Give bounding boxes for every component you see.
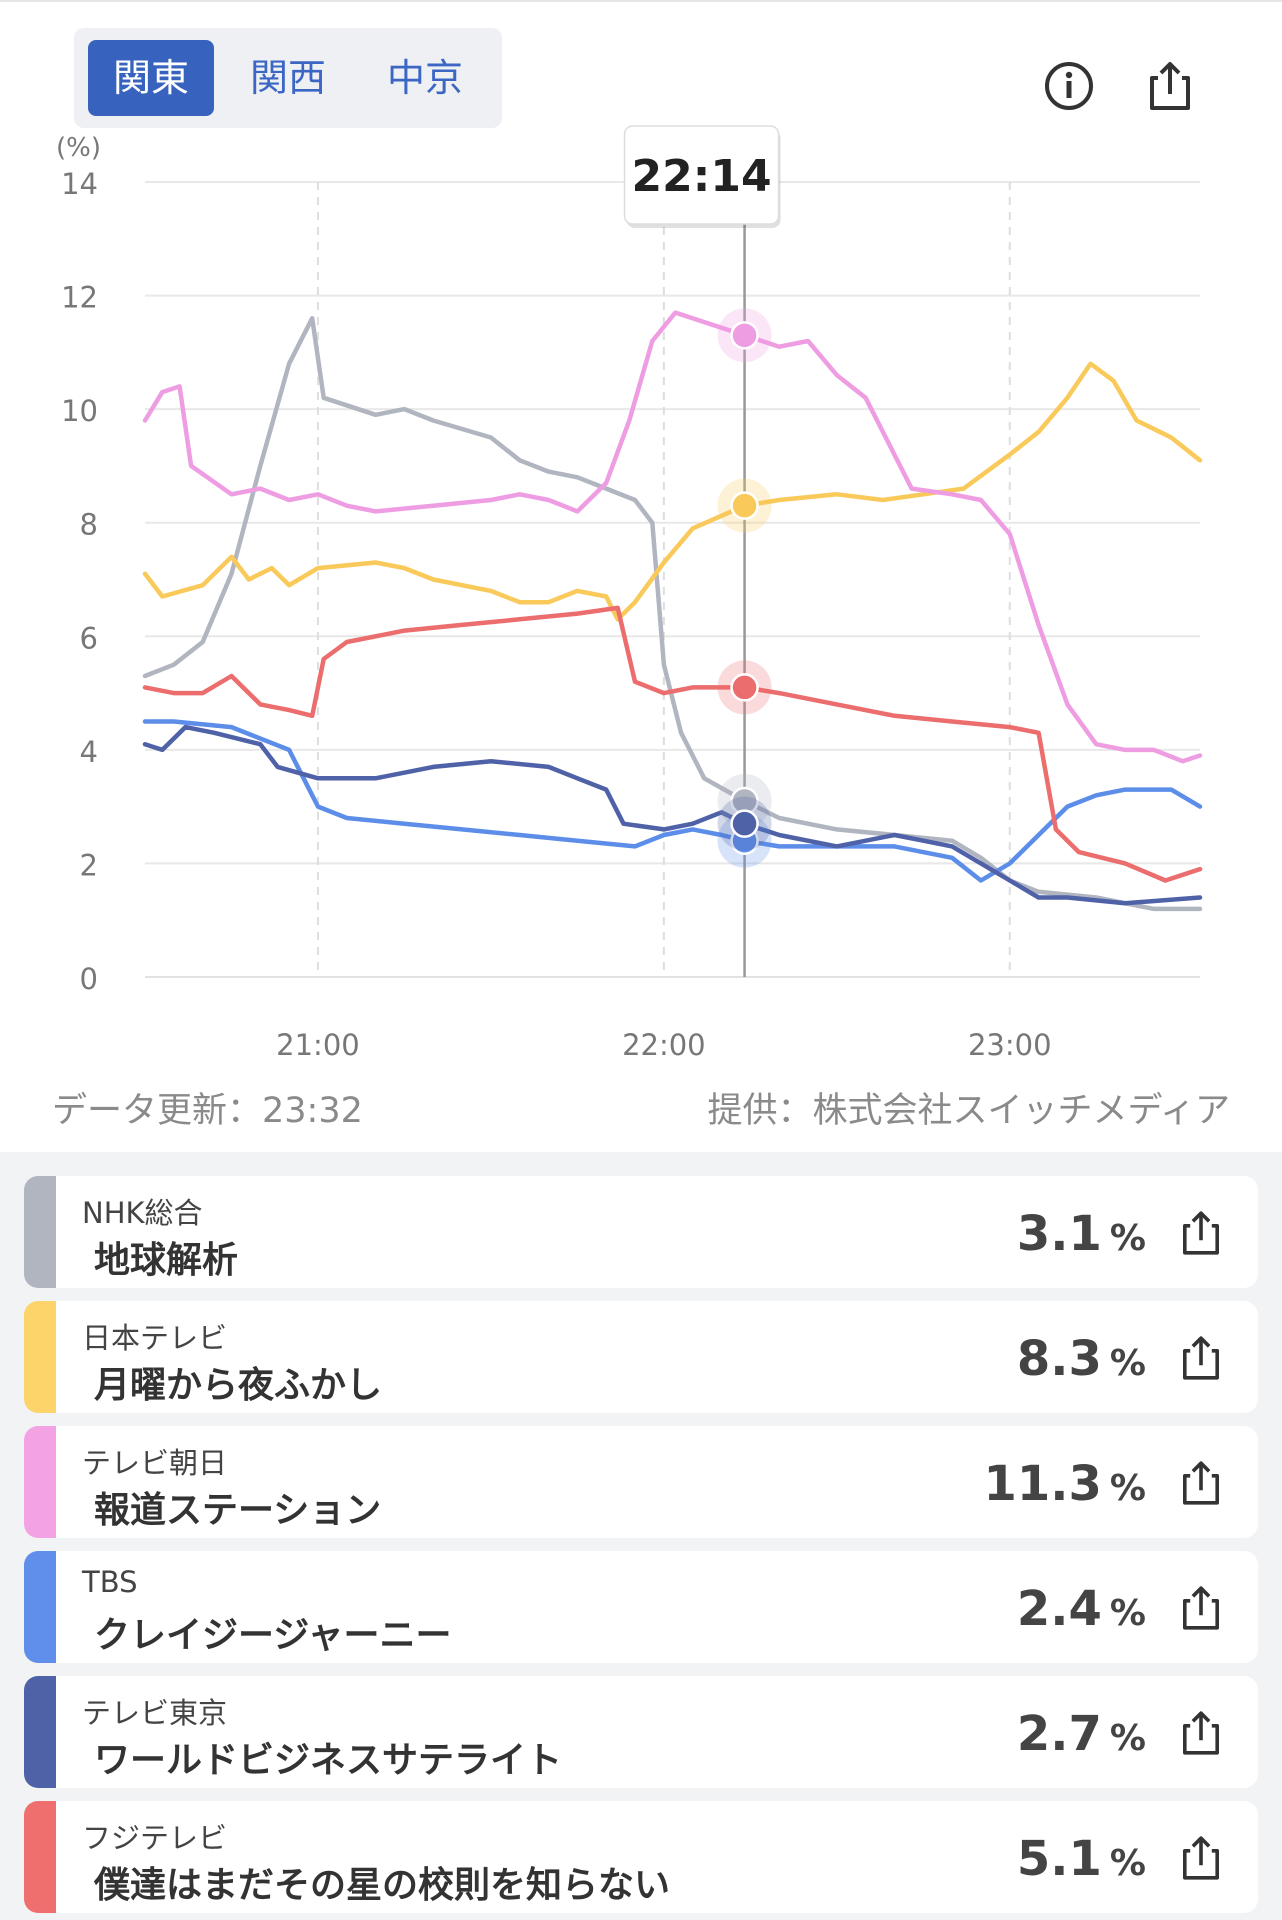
share-icon[interactable] bbox=[1174, 1706, 1228, 1760]
cursor-point-2 bbox=[730, 321, 759, 350]
series-line-4 bbox=[142, 724, 1203, 906]
data-source: 提供：株式会社スイッチメディア bbox=[707, 1091, 1230, 1131]
series-line-1 bbox=[142, 361, 1203, 622]
rating-unit: % bbox=[1109, 1343, 1146, 1384]
rating-unit: % bbox=[1109, 1843, 1146, 1884]
channel-color-bar bbox=[24, 1801, 56, 1913]
y-tick-label: 6 bbox=[80, 621, 98, 655]
rating-value: 8.3% bbox=[1017, 1331, 1146, 1387]
program-title: 月曜から夜ふかし bbox=[94, 1365, 383, 1406]
tab-kansai[interactable]: 関西 bbox=[249, 56, 326, 100]
rating-number: 8.3 bbox=[1016, 1331, 1102, 1387]
share-icon[interactable] bbox=[1174, 1331, 1228, 1385]
channel-card[interactable]: テレビ東京ワールドビジネスサテライト 2.7% bbox=[24, 1676, 1258, 1788]
program-title: ワールドビジネスサテライト bbox=[94, 1740, 563, 1781]
channel-color-bar bbox=[24, 1176, 56, 1288]
ratings-chart: 0 2 4 6 8 10 12 14 (%) 21:00 22:00 23:00 22:14 bbox=[56, 125, 1203, 1060]
series-line-5 bbox=[142, 605, 1203, 883]
y-tick-label: 10 bbox=[61, 394, 98, 428]
series-line-2 bbox=[142, 310, 1203, 764]
y-tick-label: 14 bbox=[61, 167, 98, 201]
series-line-3 bbox=[142, 719, 1203, 883]
channel-card[interactable]: フジテレビ僕達はまだその星の校則を知らない 5.1% bbox=[24, 1801, 1258, 1913]
channel-name: テレビ朝日 bbox=[82, 1446, 228, 1480]
channel-name: TBS bbox=[82, 1565, 138, 1599]
channel-color-bar bbox=[24, 1676, 56, 1788]
rating-number: 3.1 bbox=[1016, 1206, 1102, 1262]
rating-value: 5.1% bbox=[1017, 1831, 1146, 1887]
channel-name: フジテレビ bbox=[82, 1821, 228, 1855]
y-tick-label: 2 bbox=[80, 848, 98, 882]
y-tick-label: 4 bbox=[80, 735, 98, 769]
rating-number: 2.7 bbox=[1016, 1706, 1102, 1762]
cursor-point-4 bbox=[730, 809, 759, 838]
program-title: 報道ステーション bbox=[94, 1490, 382, 1531]
tooltip-time: 22:14 bbox=[632, 151, 772, 202]
tab-kanto[interactable]: 関東 bbox=[88, 40, 214, 116]
share-icon[interactable] bbox=[1174, 1831, 1228, 1885]
channel-color-bar bbox=[24, 1426, 56, 1538]
rating-value: 2.4% bbox=[1017, 1581, 1146, 1637]
share-icon[interactable] bbox=[1174, 1581, 1228, 1635]
x-tick-label: 21:00 bbox=[276, 1028, 360, 1060]
channel-card[interactable]: TBS クレイジージャーニー 2.4% bbox=[24, 1551, 1258, 1663]
channel-card[interactable]: NHK総合地球解析 3.1% bbox=[24, 1176, 1258, 1288]
channel-color-bar bbox=[24, 1301, 56, 1413]
data-update-time: データ更新：23:32 bbox=[52, 1091, 363, 1131]
rating-unit: % bbox=[1109, 1593, 1146, 1634]
cursor-point-5 bbox=[730, 673, 759, 702]
program-title: クレイジージャーニー bbox=[94, 1615, 452, 1656]
program-title: 僕達はまだその星の校則を知らない bbox=[94, 1865, 671, 1906]
series-line-0 bbox=[142, 316, 1203, 912]
share-icon[interactable] bbox=[1140, 56, 1200, 116]
info-icon[interactable] bbox=[1039, 56, 1099, 116]
cursor-point-1 bbox=[730, 491, 759, 520]
rating-unit: % bbox=[1109, 1218, 1146, 1259]
region-tabs: 関東 関西 中京 bbox=[74, 28, 502, 128]
channel-name: テレビ東京 bbox=[82, 1696, 228, 1730]
channel-name: NHK総合 bbox=[82, 1196, 203, 1230]
rating-number: 5.1 bbox=[1016, 1831, 1102, 1887]
channel-card[interactable]: 日本テレビ月曜から夜ふかし 8.3% bbox=[24, 1301, 1258, 1413]
channel-card[interactable]: テレビ朝日報道ステーション 11.3% bbox=[24, 1426, 1258, 1538]
channel-color-bar bbox=[24, 1551, 56, 1663]
channel-list: NHK総合 地球解析 3.1% 日本テレビ 月曜から夜ふかし 8.3% テレビ朝日 報道ステー… bbox=[0, 1152, 1282, 1920]
rating-number: 2.4 bbox=[1016, 1581, 1102, 1637]
tab-chukyo[interactable]: 中京 bbox=[386, 56, 463, 100]
rating-value: 3.1% bbox=[1017, 1206, 1146, 1262]
x-tick-label: 23:00 bbox=[968, 1028, 1052, 1060]
rating-value: 11.3% bbox=[983, 1456, 1146, 1512]
share-icon[interactable] bbox=[1174, 1206, 1228, 1260]
rating-number: 11.3 bbox=[983, 1456, 1102, 1512]
y-tick-label: 0 bbox=[80, 962, 98, 996]
top-divider bbox=[0, 0, 1282, 2]
channel-name: 日本テレビ bbox=[82, 1321, 228, 1355]
y-tick-label: 8 bbox=[80, 508, 98, 542]
program-title: 地球解析 bbox=[94, 1240, 239, 1281]
rating-value: 2.7% bbox=[1017, 1706, 1146, 1762]
x-tick-label: 22:00 bbox=[622, 1028, 706, 1060]
time-tooltip bbox=[623, 125, 780, 225]
y-axis-unit: (%) bbox=[56, 133, 101, 163]
y-tick-label: 12 bbox=[61, 281, 98, 315]
rating-unit: % bbox=[1109, 1718, 1146, 1759]
share-icon[interactable] bbox=[1174, 1456, 1228, 1510]
rating-unit: % bbox=[1109, 1468, 1146, 1509]
